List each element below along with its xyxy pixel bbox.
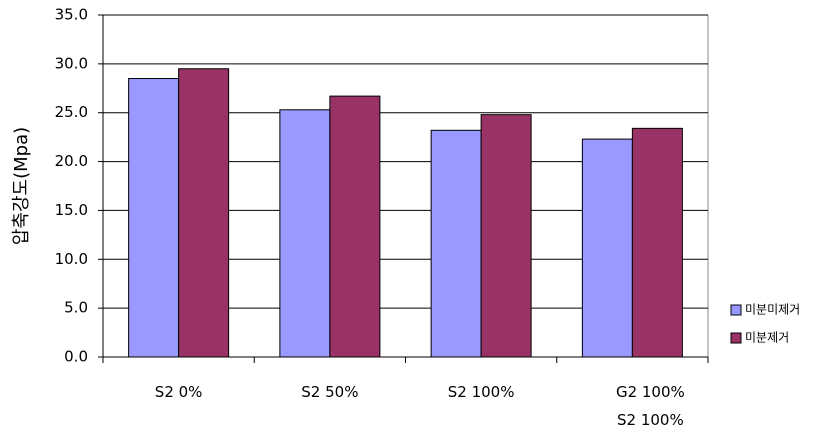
y-tick-label: 5.0 xyxy=(64,299,88,317)
legend-label: 미분미제거 xyxy=(745,303,800,317)
bar xyxy=(329,95,381,358)
y-tick-label: 20.0 xyxy=(55,152,88,170)
bar xyxy=(631,127,683,358)
legend-swatch xyxy=(730,332,742,344)
y-tick-label: 10.0 xyxy=(55,250,88,268)
x-tick-label: S2 50% xyxy=(301,383,359,401)
x-tick-label: S2 0% xyxy=(154,383,203,401)
x-tick-label: S2 100% xyxy=(447,383,515,401)
bar xyxy=(279,109,331,358)
bar xyxy=(480,114,532,358)
bar xyxy=(178,68,230,358)
bar xyxy=(430,129,482,358)
y-tick-label: 15.0 xyxy=(55,201,88,219)
bar xyxy=(128,78,180,358)
bar xyxy=(581,138,633,358)
legend-swatch xyxy=(730,304,742,316)
legend-label: 미분제거 xyxy=(745,331,789,345)
y-tick-label: 35.0 xyxy=(55,6,88,24)
y-tick-label: 30.0 xyxy=(55,54,88,72)
y-tick-label: 25.0 xyxy=(55,103,88,121)
y-axis-label: 압축강도(Mpa) xyxy=(11,127,32,245)
y-tick-label: 0.0 xyxy=(64,348,88,366)
x-tick-label: G2 100% S2 100% xyxy=(615,383,685,429)
